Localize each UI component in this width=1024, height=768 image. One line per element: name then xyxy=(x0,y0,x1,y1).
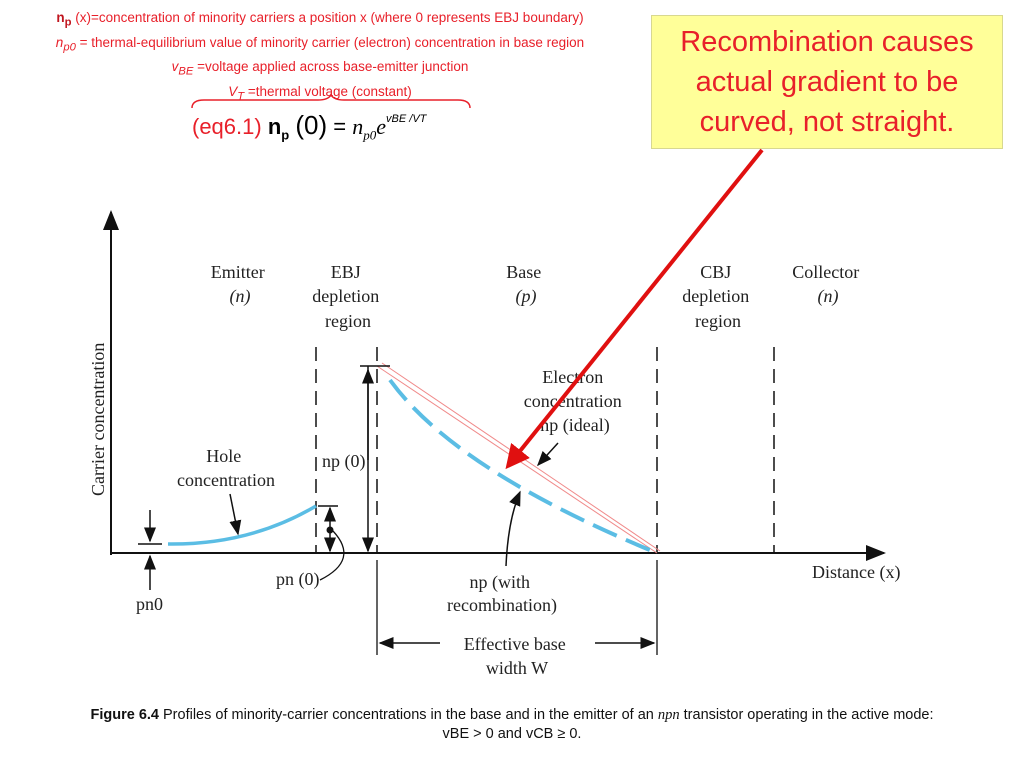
vt-subscript: T xyxy=(237,90,245,103)
y-axis-label: Carrier concentration xyxy=(88,343,108,496)
cbj-label: CBJ depletion region xyxy=(682,262,753,331)
vbe-symbol: v xyxy=(171,59,179,75)
effective-base-width-label: Effective base width W xyxy=(464,634,571,678)
equation-exp-base: e xyxy=(376,114,387,139)
np-subscript: p xyxy=(64,16,72,29)
definitions-block: np (x)=concentration of minority carrier… xyxy=(0,8,640,107)
equation-lhs: n xyxy=(267,114,282,139)
np0-subscript: p0 xyxy=(63,41,76,54)
equation-equals: = xyxy=(333,114,347,139)
figure-caption: Figure 6.4 Profiles of minority-carrier … xyxy=(20,706,1004,744)
recombination-label: np (with recombination) xyxy=(447,572,557,616)
base-label: Base (p) xyxy=(506,262,546,307)
equation-lhs-subscript: p xyxy=(281,127,290,143)
np-symbol: n xyxy=(56,10,65,25)
vt-symbol: V xyxy=(228,84,238,100)
callout-line-2: actual gradient to be xyxy=(695,66,959,98)
definition-np: np (x)=concentration of minority carrier… xyxy=(0,8,640,33)
carrier-profile-figure: Carrier concentration Distance (x) Emitt… xyxy=(88,148,900,678)
vbe-subscript: BE xyxy=(178,66,194,79)
recombination-label-arrow xyxy=(505,490,521,567)
collector-label: Collector (n) xyxy=(792,262,863,307)
definition-vbe: vBE =voltage applied across base-emitter… xyxy=(0,57,640,82)
hole-concentration-curve xyxy=(167,504,317,546)
vbe-definition-text: =voltage applied across base-emitter jun… xyxy=(193,59,469,75)
caption-figure-number: Figure 6.4 xyxy=(90,707,159,723)
electron-label-arrow xyxy=(536,442,559,467)
pn0-eq-label: pn0 xyxy=(136,594,163,614)
np-definition-text: (x)=concentration of minority carriers a… xyxy=(71,10,584,25)
x-axis-label: Distance (x) xyxy=(812,562,900,583)
callout-line-1: Recombination causes xyxy=(680,26,974,58)
recombination-callout: Recombination causes actual gradient to … xyxy=(651,15,1003,149)
equation-rhs-subscript: p0 xyxy=(363,127,377,143)
definition-np0: np0 = thermal-equilibrium value of minor… xyxy=(0,33,640,58)
callout-arrow xyxy=(505,148,764,470)
electron-recombination-curve xyxy=(388,378,658,555)
definition-vt: VT =thermal voltage (constant) xyxy=(0,82,640,107)
equation-6-1: (eq6.1) np (0) = np0evBE /VT xyxy=(192,110,426,143)
hole-label-arrow xyxy=(229,493,242,536)
pn0-leader xyxy=(319,530,345,581)
caption-npn: npn xyxy=(657,707,680,723)
region-boundaries xyxy=(315,347,775,553)
callout-line-3: curved, not straight. xyxy=(699,106,955,138)
brace-icon xyxy=(191,94,471,109)
ebj-label: EBJ depletion region xyxy=(312,262,383,331)
equation-rhs: n xyxy=(352,114,364,139)
hole-concentration-label: Hole concentration xyxy=(177,446,275,490)
emitter-label: Emitter (n) xyxy=(211,262,269,307)
vt-definition-text: =thermal voltage (constant) xyxy=(244,84,412,100)
np0-marker-label: np (0) xyxy=(322,451,366,472)
caption-text-1: Profiles of minority-carrier concentrati… xyxy=(158,707,658,723)
np0-symbol: n xyxy=(55,34,64,50)
caption-line-2: vBE > 0 and vCB ≥ 0. xyxy=(442,726,582,742)
np0-definition-text: = thermal-equilibrium value of minority … xyxy=(75,34,585,50)
pn0-marker-label: pn (0) xyxy=(276,569,320,590)
caption-line-1: Figure 6.4 Profiles of minority-carrier … xyxy=(20,706,1004,725)
pn0-dot xyxy=(326,526,334,534)
equation-label: (eq6.1) xyxy=(192,114,262,139)
equation-argument: (0) xyxy=(295,110,328,140)
electron-concentration-label: Electron concentration np (ideal) xyxy=(524,367,626,436)
equation-exponent: vBE /VT xyxy=(386,113,427,125)
caption-text-2: transistor operating in the active mode: xyxy=(679,707,934,723)
